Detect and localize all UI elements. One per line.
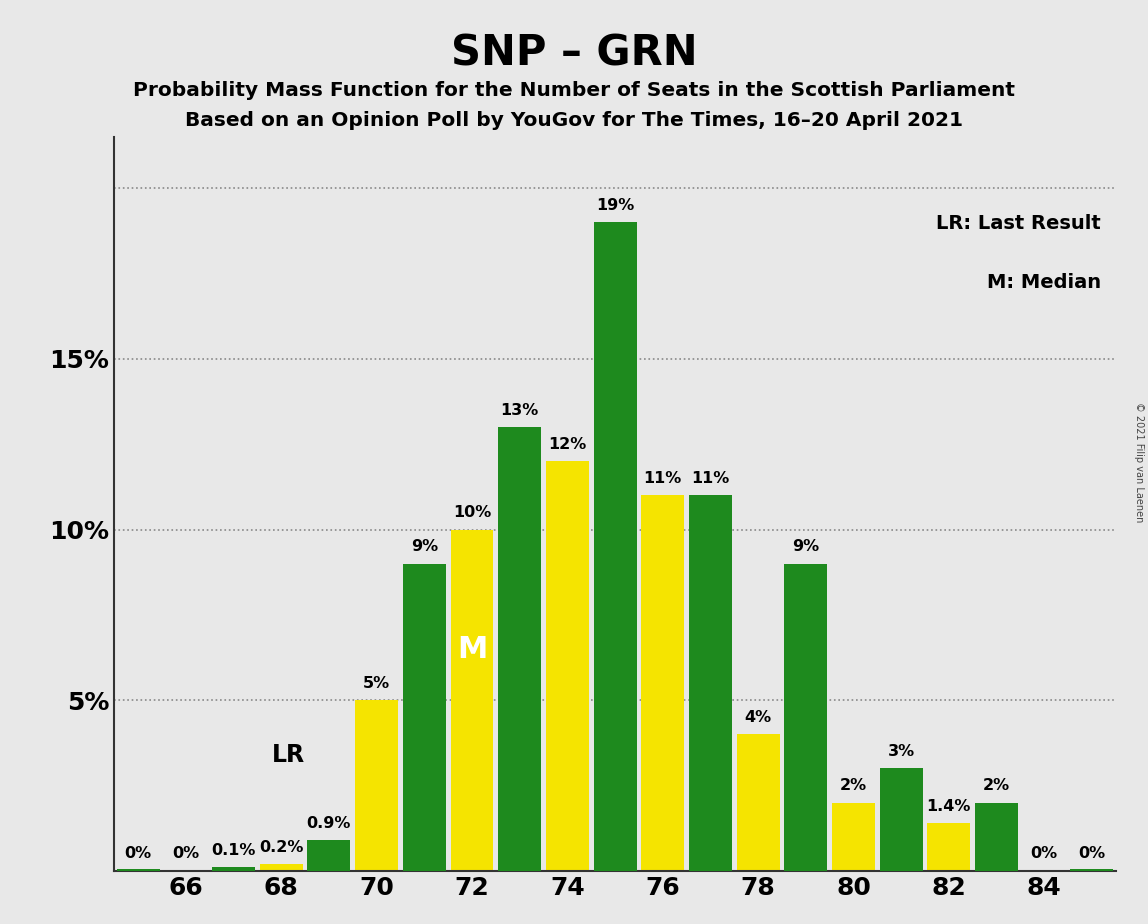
Text: 10%: 10% (452, 505, 491, 520)
Text: LR: LR (272, 743, 305, 767)
Text: 0%: 0% (1031, 846, 1057, 861)
Bar (832, 803, 875, 871)
Text: 9%: 9% (792, 539, 820, 554)
Text: 12%: 12% (549, 437, 587, 452)
Bar (879, 769, 923, 871)
Bar (689, 495, 732, 871)
Text: SNP – GRN: SNP – GRN (451, 32, 697, 74)
Bar (308, 840, 350, 871)
Text: 0.2%: 0.2% (259, 840, 303, 855)
Text: LR: Last Result: LR: Last Result (936, 214, 1101, 233)
Text: 2%: 2% (983, 778, 1010, 793)
Text: 0.9%: 0.9% (307, 816, 351, 831)
Text: 9%: 9% (411, 539, 437, 554)
Bar (117, 869, 160, 871)
Bar (212, 868, 255, 871)
Text: Based on an Opinion Poll by YouGov for The Times, 16–20 April 2021: Based on an Opinion Poll by YouGov for T… (185, 111, 963, 130)
Bar (1070, 869, 1114, 871)
Text: 11%: 11% (691, 471, 729, 486)
Text: 2%: 2% (840, 778, 867, 793)
Text: M: Median: M: Median (986, 273, 1101, 292)
Bar (403, 564, 445, 871)
Bar (928, 823, 970, 871)
Text: © 2021 Filip van Laenen: © 2021 Filip van Laenen (1134, 402, 1143, 522)
Text: 13%: 13% (501, 403, 538, 418)
Bar (784, 564, 828, 871)
Text: Probability Mass Function for the Number of Seats in the Scottish Parliament: Probability Mass Function for the Number… (133, 81, 1015, 101)
Text: 0.1%: 0.1% (211, 843, 256, 857)
Text: 0%: 0% (1078, 846, 1106, 861)
Text: 5%: 5% (363, 675, 390, 690)
Bar (498, 427, 541, 871)
Bar (355, 700, 398, 871)
Text: 1.4%: 1.4% (926, 798, 971, 813)
Bar (642, 495, 684, 871)
Bar (737, 735, 779, 871)
Text: 0%: 0% (125, 846, 152, 861)
Text: 3%: 3% (887, 744, 915, 759)
Text: M: M (457, 635, 487, 663)
Bar (975, 803, 1018, 871)
Bar (259, 864, 303, 871)
Text: 11%: 11% (644, 471, 682, 486)
Text: 4%: 4% (745, 710, 771, 724)
Bar (594, 223, 636, 871)
Bar (546, 461, 589, 871)
Bar (450, 529, 494, 871)
Text: 19%: 19% (596, 198, 634, 213)
Text: 0%: 0% (172, 846, 200, 861)
